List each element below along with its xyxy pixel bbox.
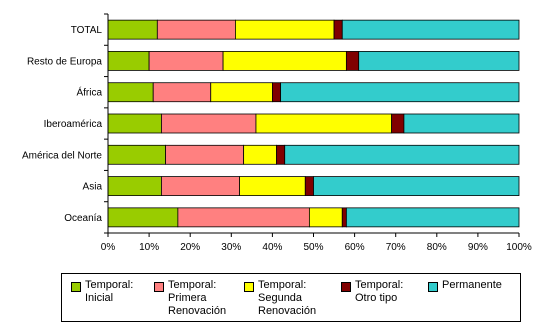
- bar-segment-africa-temporal-segunda-renovacion: [210, 82, 273, 103]
- bar-segment-iberoamerica-temporal-inicial: [107, 113, 162, 134]
- bar-segment-africa-temporal-primera-renovacion: [152, 82, 212, 103]
- bar-segment-africa-temporal-otro-tipo: [271, 82, 282, 103]
- bar-segment-total-permanente: [341, 19, 520, 40]
- x-tick-label: 40%: [262, 242, 282, 253]
- bar-segment-total-temporal-segunda-renovacion: [235, 19, 335, 40]
- bar-segment-america-del-norte-temporal-otro-tipo: [276, 144, 286, 165]
- legend-label-inicial: Temporal: Inicial: [85, 279, 134, 304]
- bar-segment-iberoamerica-permanente: [403, 113, 520, 134]
- bar-segment-total-temporal-primera-renovacion: [156, 19, 236, 40]
- category-label-iberoamerica: Iberoamérica: [44, 119, 103, 130]
- bar-segment-iberoamerica-temporal-primera-renovacion: [161, 113, 257, 134]
- legend-swatch-segunda-renovacion: [244, 282, 254, 292]
- bar-segment-resto-de-europa-temporal-primera-renovacion: [148, 51, 224, 71]
- bar-segment-africa-temporal-inicial: [107, 82, 154, 103]
- category-label-africa: África: [76, 86, 102, 99]
- x-tick-label: 20%: [180, 242, 200, 253]
- legend-label-otro-tipo: Temporal: Otro tipo: [355, 279, 404, 304]
- bar-segment-oceania-temporal-segunda-renovacion: [308, 207, 343, 228]
- bar-segment-america-del-norte-permanente: [284, 144, 520, 165]
- bar-segment-resto-de-europa-temporal-segunda-renovacion: [222, 51, 347, 71]
- bar-segment-oceania-temporal-primera-renovacion: [177, 207, 310, 228]
- legend-label-primera-renovacion: Temporal: Primera Renovación: [168, 279, 227, 317]
- legend-swatch-permanente: [428, 282, 438, 292]
- x-tick-label: 0%: [101, 242, 116, 253]
- bar-segment-total-temporal-inicial: [107, 19, 158, 40]
- bar-segment-asia-permanente: [313, 176, 520, 196]
- bar-segment-resto-de-europa-temporal-inicial: [107, 51, 150, 71]
- x-tick-label: 80%: [427, 242, 447, 253]
- x-tick-label: 10%: [139, 242, 159, 253]
- legend-swatch-inicial: [71, 282, 81, 292]
- axis-group: TOTAL Resto de Europa África Iberoamérica Am…: [22, 13, 532, 253]
- bar-segment-asia-temporal-primera-renovacion: [161, 176, 240, 196]
- legend-label-permanente: Permanente: [442, 279, 502, 291]
- legend-swatch-otro-tipo: [341, 282, 351, 292]
- category-label-total: TOTAL: [71, 25, 103, 36]
- x-tick-label: 70%: [386, 242, 406, 253]
- bar-segment-resto-de-europa-permanente: [358, 51, 520, 71]
- legend-swatch-primera-renovacion: [154, 282, 164, 292]
- x-tick-label: 60%: [345, 242, 365, 253]
- bar-segment-asia-temporal-inicial: [107, 176, 162, 196]
- bar-segment-oceania-temporal-otro-tipo: [341, 207, 347, 228]
- bar-segment-resto-de-europa-temporal-otro-tipo: [345, 51, 360, 71]
- bar-segment-asia-temporal-otro-tipo: [304, 176, 314, 196]
- bar-segment-total-temporal-otro-tipo: [333, 19, 343, 40]
- legend: Temporal: Inicial Temporal: Primera Reno…: [61, 273, 521, 322]
- bar-segment-iberoamerica-temporal-otro-tipo: [391, 113, 405, 134]
- x-tick-label: 30%: [221, 242, 241, 253]
- bar-segment-america-del-norte-temporal-segunda-renovacion: [243, 144, 277, 165]
- x-tick-label: 100%: [506, 242, 532, 253]
- bars-group: [107, 19, 520, 228]
- category-label-oceania: Oceanía: [64, 213, 102, 224]
- category-label-america-del-norte: América del Norte: [22, 150, 102, 161]
- x-tick-label: 50%: [303, 242, 323, 253]
- bar-segment-africa-permanente: [280, 82, 520, 103]
- legend-label-segunda-renovacion: Temporal: Segunda Renovación: [258, 279, 317, 317]
- bar-segment-america-del-norte-temporal-inicial: [107, 144, 166, 165]
- bar-segment-america-del-norte-temporal-primera-renovacion: [165, 144, 245, 165]
- stacked-bar-chart: TOTAL Resto de Europa África Iberoamérica Am…: [22, 13, 532, 253]
- x-tick-label: 90%: [468, 242, 488, 253]
- category-label-asia: Asia: [83, 182, 103, 193]
- bar-segment-asia-temporal-segunda-renovacion: [239, 176, 306, 196]
- bar-segment-iberoamerica-temporal-segunda-renovacion: [255, 113, 392, 134]
- bar-segment-oceania-temporal-inicial: [107, 207, 179, 228]
- bar-segment-oceania-permanente: [345, 207, 520, 228]
- category-label-resto-de-europa: Resto de Europa: [27, 56, 102, 67]
